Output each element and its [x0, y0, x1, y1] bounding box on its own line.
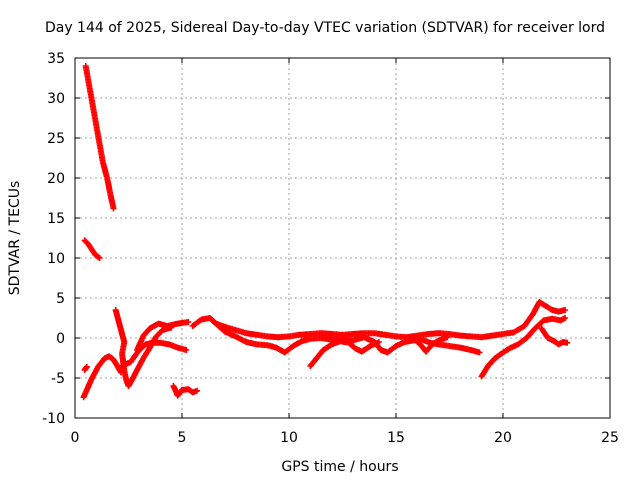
y-tick-label: -10: [42, 411, 65, 427]
y-tick-label: 20: [47, 171, 65, 187]
y-tick-label: 15: [47, 211, 65, 227]
y-tick-label: 35: [47, 51, 65, 67]
data-point: [110, 205, 117, 212]
plot-frame: [74, 57, 611, 419]
data-points: [80, 63, 571, 401]
x-tick-label: 25: [601, 430, 619, 446]
data-point: [562, 315, 569, 321]
y-axis-label: SDTVAR / TECUs: [7, 181, 23, 296]
x-tick-label: 0: [71, 430, 80, 446]
data-point: [476, 349, 483, 356]
grid: [75, 58, 610, 418]
y-tick-label: 5: [56, 291, 65, 307]
data-point: [96, 255, 103, 261]
y-tick-label: 10: [47, 251, 65, 267]
x-tick-label: 5: [178, 430, 187, 446]
x-axis-label: GPS time / hours: [281, 459, 398, 475]
data-point: [444, 334, 451, 341]
axis-ticks: 0 5 10 15 20 25 -10 -5 0 5 10 15 20 25 30 35: [42, 51, 619, 446]
data-point: [83, 363, 90, 370]
y-tick-label: 0: [56, 331, 65, 347]
chart-title: Day 144 of 2025, Sidereal Day-to-day VTE…: [45, 20, 605, 36]
y-tick-label: -5: [51, 371, 65, 387]
x-tick-label: 15: [387, 430, 405, 446]
y-tick-label: 25: [47, 131, 65, 147]
data-point: [564, 339, 571, 346]
data-point: [185, 319, 192, 325]
x-tick-label: 10: [280, 430, 298, 446]
data-point: [375, 339, 382, 345]
data-point: [183, 347, 190, 353]
y-tick-label: 30: [47, 91, 65, 107]
data-point: [194, 387, 200, 394]
x-tick-label: 20: [494, 430, 512, 446]
data-point: [562, 307, 569, 313]
